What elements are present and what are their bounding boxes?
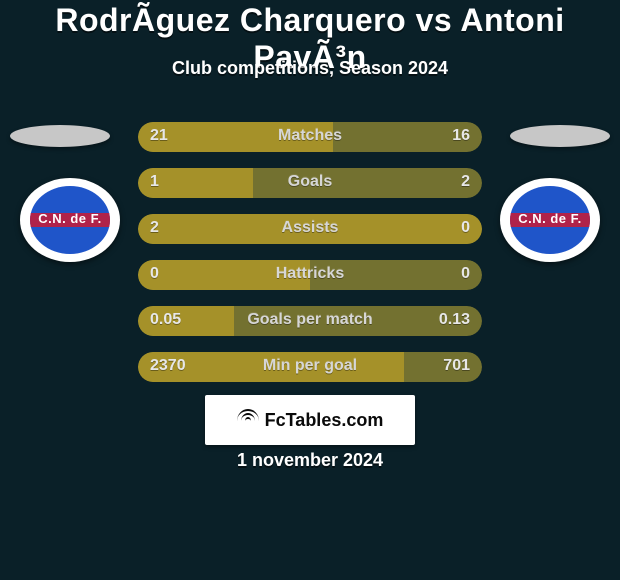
stat-bar: 00Hattricks [138, 260, 482, 290]
club-badge-text: C.N. de F. [30, 211, 110, 226]
attribution-text: FcTables.com [265, 410, 384, 431]
stats-bars: 2116Matches 12Goals 20Assists 00Hattricks 0.… [138, 122, 482, 398]
stat-bar: 20Assists [138, 214, 482, 244]
stat-bar: 0.050.13Goals per match [138, 306, 482, 336]
subtitle: Club competitions, Season 2024 [0, 58, 620, 79]
player1-photo [10, 125, 110, 147]
date-text: 1 november 2024 [0, 450, 620, 471]
player1-club-badge: C.N. de F. [20, 178, 120, 262]
stat-bar: 12Goals [138, 168, 482, 198]
player2-photo [510, 125, 610, 147]
stat-bar: 2116Matches [138, 122, 482, 152]
signal-icon [237, 409, 259, 431]
player2-club-badge: C.N. de F. [500, 178, 600, 262]
club-badge-text: C.N. de F. [510, 211, 590, 226]
attribution-badge[interactable]: FcTables.com [205, 395, 415, 445]
stat-bar: 2370701Min per goal [138, 352, 482, 382]
